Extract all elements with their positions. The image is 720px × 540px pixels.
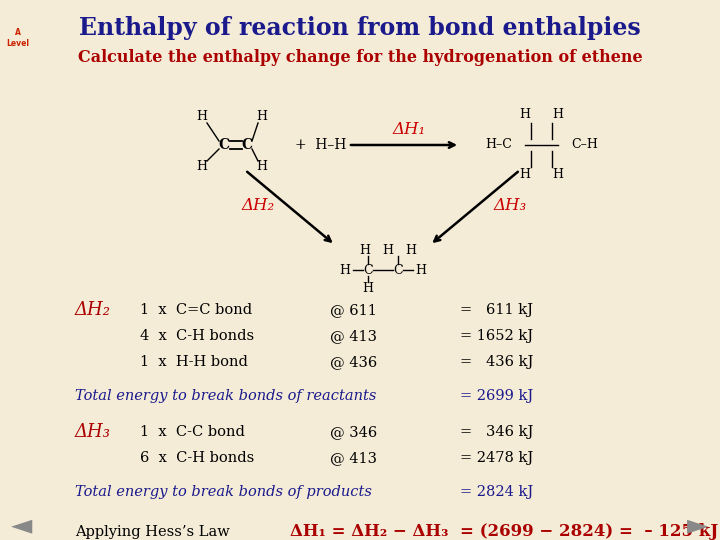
- Text: Calculate the enthalpy change for the hydrogenation of ethene: Calculate the enthalpy change for the hy…: [78, 50, 642, 66]
- Text: ΔH₁: ΔH₁: [392, 120, 426, 138]
- Text: +  H–H: + H–H: [295, 138, 346, 152]
- Text: H: H: [197, 160, 207, 173]
- Text: ΔH₂: ΔH₂: [241, 197, 274, 213]
- Text: ►: ►: [688, 511, 708, 539]
- Text: = 2478 kJ: = 2478 kJ: [460, 451, 534, 465]
- Text: H: H: [415, 264, 426, 276]
- Text: @ 346: @ 346: [330, 425, 377, 439]
- Polygon shape: [0, 0, 60, 60]
- Text: H: H: [256, 160, 268, 173]
- Text: H: H: [382, 244, 394, 256]
- Text: 1  x  H-H bond: 1 x H-H bond: [140, 355, 248, 369]
- Text: @ 413: @ 413: [330, 451, 377, 465]
- Text: H: H: [552, 109, 564, 122]
- Text: = 1652 kJ: = 1652 kJ: [460, 329, 533, 343]
- Text: =   436 kJ: = 436 kJ: [460, 355, 534, 369]
- Text: H: H: [256, 111, 268, 124]
- Text: =   346 kJ: = 346 kJ: [460, 425, 534, 439]
- Text: @ 436: @ 436: [330, 355, 377, 369]
- Text: = 2699 kJ: = 2699 kJ: [460, 389, 534, 403]
- Text: Total energy to break bonds of products: Total energy to break bonds of products: [75, 485, 372, 499]
- Text: = 2824 kJ: = 2824 kJ: [460, 485, 534, 499]
- Text: H: H: [340, 264, 351, 276]
- Text: C–H: C–H: [572, 138, 598, 152]
- Text: H: H: [520, 109, 531, 122]
- Text: H: H: [405, 244, 416, 256]
- Text: Applying Hess’s Law: Applying Hess’s Law: [75, 525, 230, 539]
- Text: ΔH₃: ΔH₃: [493, 197, 526, 213]
- Text: ΔH₃: ΔH₃: [75, 423, 111, 441]
- Text: 4  x  C-H bonds: 4 x C-H bonds: [140, 329, 254, 343]
- Text: ◄: ◄: [12, 511, 32, 539]
- Polygon shape: [0, 0, 55, 55]
- Text: Enthalpy of reaction from bond enthalpies: Enthalpy of reaction from bond enthalpie…: [79, 16, 641, 40]
- Text: A
Level: A Level: [6, 28, 30, 48]
- Text: C: C: [218, 138, 230, 152]
- Text: @ 611: @ 611: [330, 303, 377, 317]
- Text: 6  x  C-H bonds: 6 x C-H bonds: [140, 451, 254, 465]
- Text: Total energy to break bonds of reactants: Total energy to break bonds of reactants: [75, 389, 377, 403]
- Text: H: H: [520, 168, 531, 181]
- Text: =   611 kJ: = 611 kJ: [460, 303, 533, 317]
- Text: ΔH₁ = ΔH₂ − ΔH₃: ΔH₁ = ΔH₂ − ΔH₃: [290, 523, 449, 540]
- Text: = (2699 − 2824) =  – 125 kJ: = (2699 − 2824) = – 125 kJ: [460, 523, 719, 540]
- Text: C: C: [241, 138, 253, 152]
- Text: H–C: H–C: [485, 138, 513, 152]
- Text: 1  x  C=C bond: 1 x C=C bond: [140, 303, 252, 317]
- Text: H: H: [552, 168, 564, 181]
- Text: ΔH₂: ΔH₂: [75, 301, 111, 319]
- Text: @ 413: @ 413: [330, 329, 377, 343]
- Text: C: C: [393, 264, 402, 276]
- Text: 1  x  C-C bond: 1 x C-C bond: [140, 425, 245, 439]
- Text: H: H: [359, 244, 371, 256]
- Text: C: C: [363, 264, 373, 276]
- Text: H: H: [362, 281, 374, 294]
- Text: H: H: [197, 111, 207, 124]
